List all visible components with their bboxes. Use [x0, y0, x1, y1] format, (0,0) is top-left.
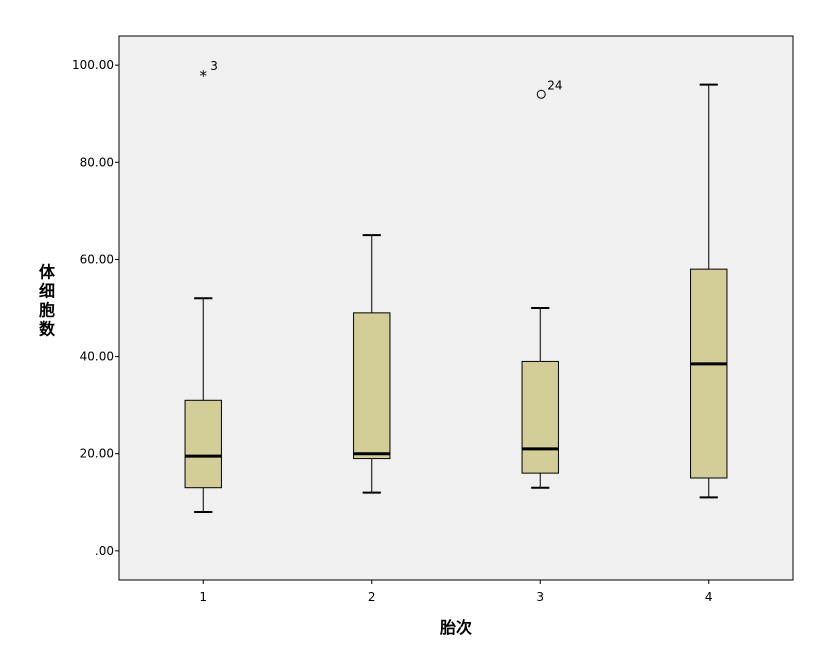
- x-axis-title: 胎次: [440, 618, 472, 637]
- y-tick-label: 80.00: [80, 155, 114, 169]
- y-axis: .00 20.00 40.00 60.00 80.00 100.00: [72, 58, 119, 558]
- x-tick-label: 4: [705, 590, 713, 604]
- y-axis-title-char: 体: [39, 263, 56, 282]
- x-axis: 1 2 3 4: [199, 580, 713, 604]
- box-group-3: 24: [521, 78, 563, 489]
- y-axis-title-char: 数: [39, 320, 56, 339]
- y-axis-title: 体细胞数: [38, 263, 56, 339]
- box: [184, 399, 222, 489]
- box-group-1: *3: [184, 59, 222, 513]
- y-axis-title-char: 胞: [38, 301, 55, 320]
- y-axis-title-char: 细: [39, 282, 55, 301]
- box: [521, 360, 559, 474]
- y-tick-label: 100.00: [72, 58, 114, 72]
- boxes: *3 24: [184, 59, 728, 513]
- y-tick-label: 20.00: [80, 447, 114, 461]
- box-group-2: [353, 234, 391, 494]
- x-tick-label: 3: [536, 590, 544, 604]
- y-tick-label: .00: [95, 544, 114, 558]
- box-group-4: [690, 83, 728, 499]
- y-tick-label: 40.00: [80, 350, 114, 364]
- outlier-circle: [536, 89, 546, 99]
- x-tick-label: 1: [199, 590, 207, 604]
- outlier-star: *: [200, 67, 208, 85]
- outlier-label: 24: [547, 78, 562, 92]
- box: [353, 312, 391, 460]
- y-tick-label: 60.00: [80, 252, 114, 266]
- box: [690, 268, 728, 479]
- plot-area: [118, 35, 794, 581]
- x-tick-label: 2: [368, 590, 376, 604]
- outlier-label: 3: [210, 59, 218, 73]
